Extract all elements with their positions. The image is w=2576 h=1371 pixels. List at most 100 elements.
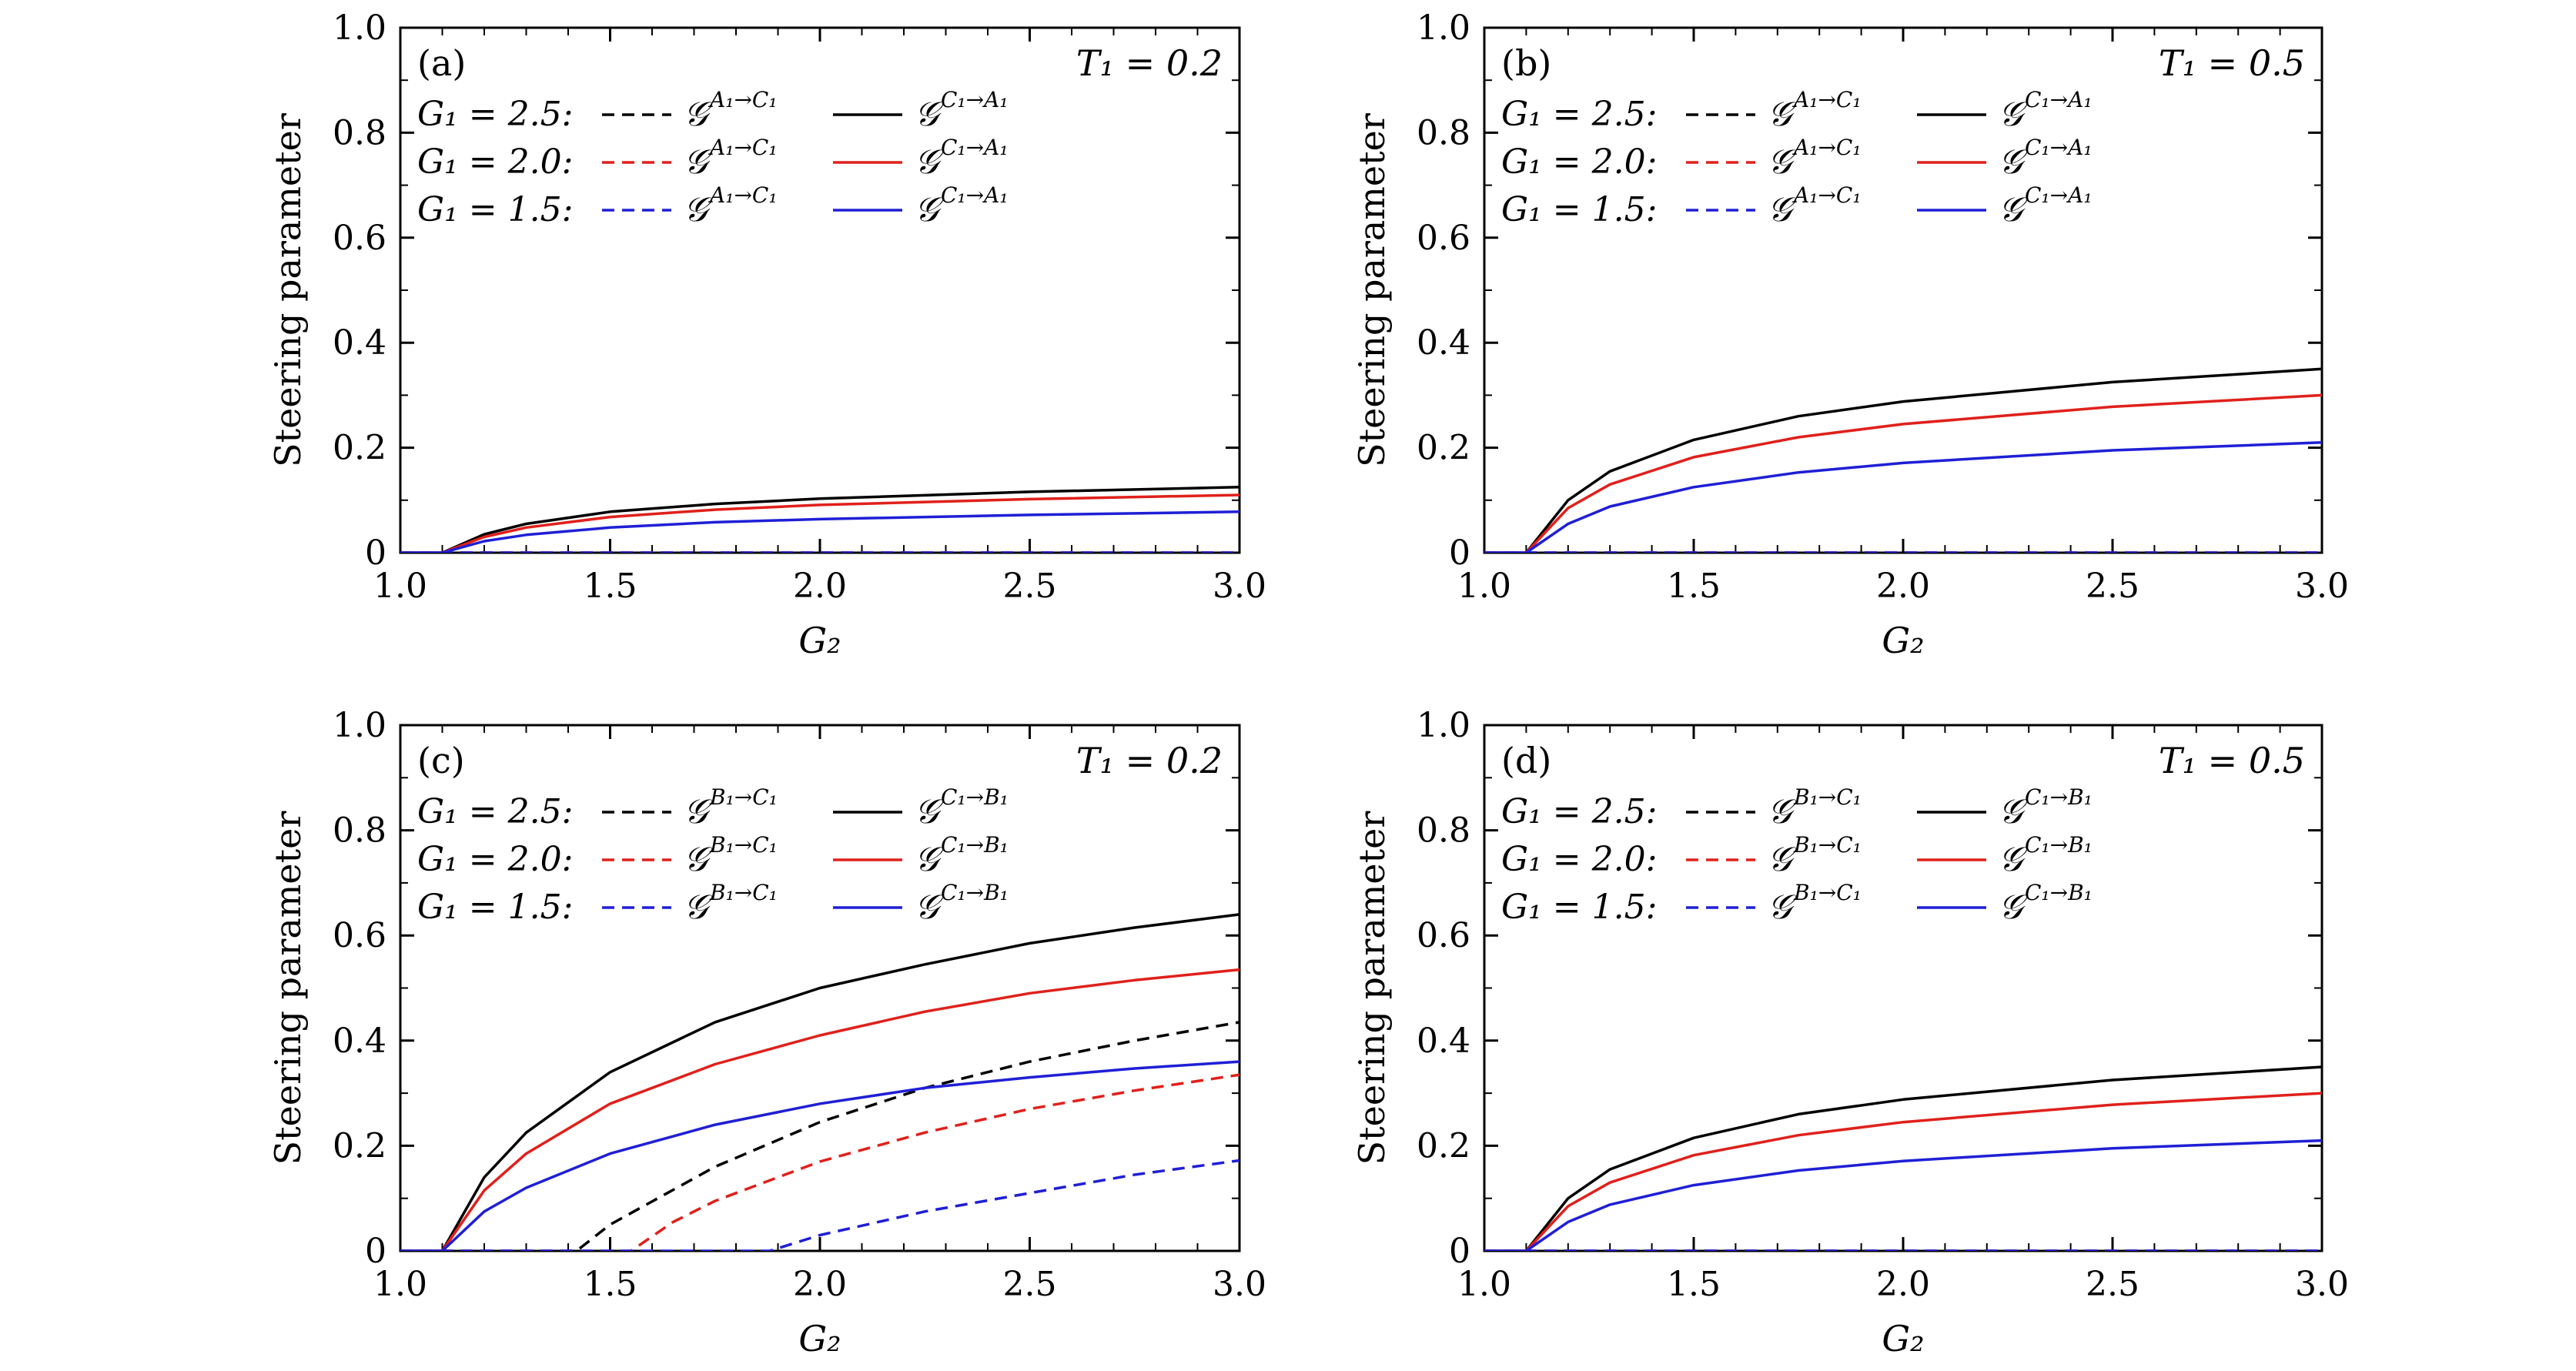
legend-solid-superscript: C₁→A₁ bbox=[2025, 135, 2093, 160]
legend-row-label: G₁ = 2.5: bbox=[1501, 95, 1657, 134]
y-tick-label: 0.4 bbox=[333, 323, 386, 363]
x-tick-label: 1.0 bbox=[373, 1265, 427, 1304]
y-tick-label: 0.2 bbox=[333, 429, 386, 468]
y-tick-label: 0 bbox=[365, 1232, 386, 1271]
legend-row-label: G₁ = 2.0: bbox=[417, 840, 573, 879]
legend-solid-label: 𝒢 bbox=[1999, 888, 2028, 927]
panel-0: 1.0 1.5 2.0 2.5 3.0 0 0.2 0.4 0.6 0.8 1.0 G₂ Steerin… bbox=[267, 8, 1266, 661]
legend-dashed-label: 𝒢 bbox=[684, 190, 713, 229]
legend-solid-superscript: C₁→A₁ bbox=[2025, 182, 2093, 208]
legend-solid-label: 𝒢 bbox=[915, 190, 944, 229]
legend-row-label: G₁ = 2.0: bbox=[1501, 142, 1657, 182]
x-tick-label: 3.0 bbox=[1213, 567, 1266, 606]
y-tick-label: 0.8 bbox=[1417, 113, 1470, 152]
x-tick-label: 1.5 bbox=[1667, 1265, 1721, 1304]
panel-annotation: T₁ = 0.5 bbox=[2159, 740, 2305, 781]
legend-solid-superscript: C₁→A₁ bbox=[941, 182, 1009, 208]
y-tick-label: 0.8 bbox=[1417, 811, 1470, 851]
legend-solid-superscript: C₁→B₁ bbox=[941, 832, 1009, 858]
legend-dashed-superscript: A₁→C₁ bbox=[1791, 87, 1862, 112]
legend-solid-superscript: C₁→A₁ bbox=[941, 87, 1009, 112]
legend-dashed-superscript: A₁→C₁ bbox=[708, 87, 778, 112]
legend-solid-label: 𝒢 bbox=[1999, 190, 2028, 229]
legend-solid-superscript: C₁→A₁ bbox=[941, 135, 1009, 160]
y-tick-label: 0.6 bbox=[333, 219, 386, 258]
legend-row-label: G₁ = 2.5: bbox=[417, 95, 573, 134]
solid-series-line-4 bbox=[400, 493, 1239, 553]
legend-dashed-label: 𝒢 bbox=[684, 792, 713, 831]
x-tick-label: 1.0 bbox=[1457, 567, 1511, 606]
legend-row-label: G₁ = 1.5: bbox=[417, 190, 573, 229]
solid-series-line-3 bbox=[1484, 367, 2322, 553]
panel-2: 1.0 1.5 2.0 2.5 3.0 0 0.2 0.4 0.6 0.8 1.0 G₂ Steerin… bbox=[267, 706, 1266, 1359]
x-tick-label: 2.0 bbox=[1876, 1265, 1930, 1304]
y-tick-label: 0 bbox=[1449, 533, 1470, 573]
legend-solid-superscript: C₁→A₁ bbox=[2025, 87, 2093, 112]
x-tick-label: 1.0 bbox=[373, 567, 427, 606]
legend-dashed-superscript: B₁→C₁ bbox=[709, 784, 778, 810]
x-tick-label: 2.0 bbox=[793, 567, 847, 606]
legend-dashed-label: 𝒢 bbox=[1768, 142, 1797, 182]
legend-solid-superscript: C₁→B₁ bbox=[2025, 832, 2093, 858]
legend-dashed-label: 𝒢 bbox=[1768, 190, 1797, 229]
y-tick-label: 0 bbox=[1449, 1232, 1470, 1271]
legend-row-label: G₁ = 1.5: bbox=[1501, 888, 1657, 927]
y-axis-title: Steering parameter bbox=[1351, 811, 1393, 1165]
legend-dashed-label: 𝒢 bbox=[684, 888, 713, 927]
y-tick-label: 1.0 bbox=[333, 706, 386, 745]
y-tick-label: 1.0 bbox=[1417, 8, 1470, 48]
panel-annotation: T₁ = 0.2 bbox=[1076, 740, 1223, 781]
dashed-series-line-2 bbox=[400, 1159, 1239, 1251]
x-tick-label: 2.5 bbox=[2086, 567, 2139, 606]
solid-series-line-3 bbox=[1484, 1065, 2322, 1251]
y-tick-label: 0.2 bbox=[333, 1126, 386, 1165]
x-tick-label: 3.0 bbox=[2295, 1265, 2349, 1304]
panel-label: (d) bbox=[1501, 740, 1551, 781]
solid-series-line-5 bbox=[400, 510, 1239, 553]
legend-solid-superscript: C₁→B₁ bbox=[941, 784, 1009, 810]
legend-row-label: G₁ = 2.0: bbox=[1501, 840, 1657, 879]
legend-dashed-label: 𝒢 bbox=[1768, 95, 1797, 134]
legend-dashed-label: 𝒢 bbox=[1768, 792, 1797, 831]
legend-row-label: G₁ = 1.5: bbox=[1501, 190, 1657, 229]
x-tick-label: 1.0 bbox=[1457, 1265, 1511, 1304]
legend-row-label: G₁ = 1.5: bbox=[417, 888, 573, 927]
legend-dashed-superscript: A₁→C₁ bbox=[708, 182, 778, 208]
legend-dashed-superscript: A₁→C₁ bbox=[1791, 182, 1862, 208]
x-tick-label: 2.0 bbox=[793, 1265, 847, 1304]
legend-solid-label: 𝒢 bbox=[1999, 840, 2028, 879]
legend-dashed-superscript: B₁→C₁ bbox=[1793, 832, 1862, 858]
solid-series-line-4 bbox=[1484, 1092, 2322, 1251]
x-tick-label: 2.5 bbox=[1003, 567, 1057, 606]
legend-row-label: G₁ = 2.5: bbox=[1501, 792, 1657, 831]
x-tick-label: 2.5 bbox=[2086, 1265, 2139, 1304]
legend-solid-label: 𝒢 bbox=[915, 95, 944, 134]
legend-dashed-superscript: B₁→C₁ bbox=[709, 832, 778, 858]
y-tick-label: 0.6 bbox=[333, 916, 386, 955]
y-axis-title: Steering parameter bbox=[267, 811, 309, 1165]
x-tick-label: 3.0 bbox=[1213, 1265, 1266, 1304]
legend-solid-superscript: C₁→B₁ bbox=[2025, 880, 2093, 905]
y-axis-title: Steering parameter bbox=[1351, 113, 1393, 467]
legend-dashed-superscript: B₁→C₁ bbox=[1793, 880, 1862, 905]
panel-label: (c) bbox=[417, 740, 465, 781]
x-tick-label: 2.0 bbox=[1876, 567, 1930, 606]
x-axis-title: G₂ bbox=[798, 1318, 841, 1359]
legend-solid-superscript: C₁→B₁ bbox=[2025, 784, 2093, 810]
panel-label: (a) bbox=[417, 42, 466, 84]
dashed-series-line-1 bbox=[400, 1073, 1239, 1251]
x-tick-label: 1.5 bbox=[584, 1265, 637, 1304]
y-axis-title: Steering parameter bbox=[267, 113, 309, 467]
legend-row-label: G₁ = 2.5: bbox=[417, 792, 573, 831]
panel-annotation: T₁ = 0.5 bbox=[2159, 42, 2305, 84]
y-tick-label: 0.2 bbox=[1417, 429, 1470, 468]
y-tick-label: 1.0 bbox=[333, 8, 386, 48]
y-tick-label: 0.6 bbox=[1417, 219, 1470, 258]
panel-label: (b) bbox=[1501, 42, 1551, 84]
y-tick-label: 0.4 bbox=[1417, 323, 1470, 363]
solid-series-line-3 bbox=[400, 913, 1239, 1251]
